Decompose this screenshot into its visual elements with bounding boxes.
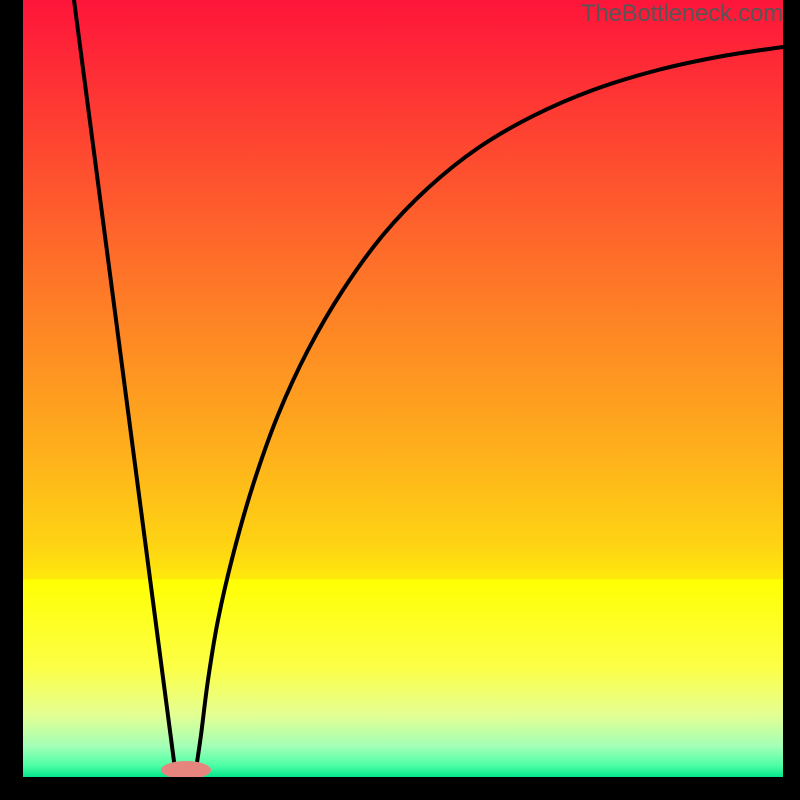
gradient-background: [23, 0, 783, 777]
plot-area: [23, 0, 783, 777]
chart-svg: [23, 0, 783, 777]
watermark-text: TheBottleneck.com: [581, 0, 783, 28]
